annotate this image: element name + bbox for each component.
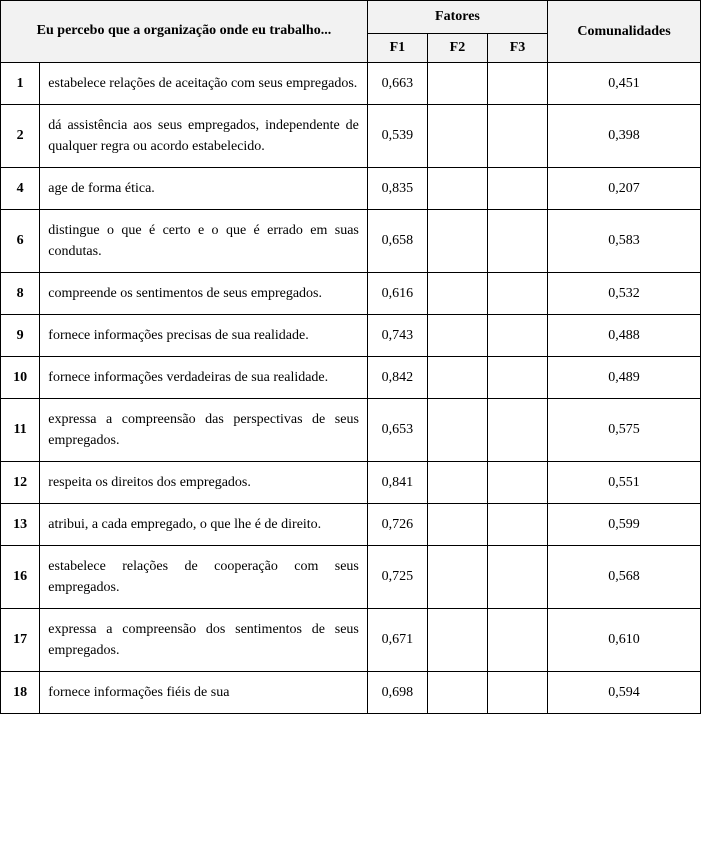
row-number: 17 [1, 609, 40, 672]
row-f2 [427, 546, 487, 609]
table-row: 12 respeita os direitos dos empregados. … [1, 462, 701, 504]
row-f1: 0,743 [367, 315, 427, 357]
row-f3 [487, 609, 547, 672]
row-f1: 0,663 [367, 63, 427, 105]
row-communality: 0,583 [548, 210, 701, 273]
row-f1: 0,653 [367, 399, 427, 462]
row-item: dá assistência aos seus empregados, inde… [40, 105, 368, 168]
table-row: 4 age de forma ética. 0,835 0,207 [1, 168, 701, 210]
row-item: expressa a compreensão dos sentimentos d… [40, 609, 368, 672]
header-f3: F3 [487, 34, 547, 63]
row-communality: 0,551 [548, 462, 701, 504]
row-number: 6 [1, 210, 40, 273]
row-number: 1 [1, 63, 40, 105]
header-stem: Eu percebo que a organização onde eu tra… [1, 1, 368, 63]
table-row: 1 estabelece relações de aceitação com s… [1, 63, 701, 105]
factor-loadings-table: Eu percebo que a organização onde eu tra… [0, 0, 701, 714]
row-item: atribui, a cada empregado, o que lhe é d… [40, 504, 368, 546]
row-item: estabelece relações de aceitação com seu… [40, 63, 368, 105]
table-row: 9 fornece informações precisas de sua re… [1, 315, 701, 357]
row-f3 [487, 168, 547, 210]
row-f1: 0,841 [367, 462, 427, 504]
table-row: 8 compreende os sentimentos de seus empr… [1, 273, 701, 315]
row-f2 [427, 672, 487, 714]
row-f3 [487, 357, 547, 399]
row-number: 11 [1, 399, 40, 462]
row-communality: 0,207 [548, 168, 701, 210]
row-item: distingue o que é certo e o que é errado… [40, 210, 368, 273]
row-item: expressa a compreensão das perspectivas … [40, 399, 368, 462]
row-f1: 0,835 [367, 168, 427, 210]
row-f3 [487, 399, 547, 462]
row-communality: 0,599 [548, 504, 701, 546]
row-number: 10 [1, 357, 40, 399]
table-row: 6 distingue o que é certo e o que é erra… [1, 210, 701, 273]
row-number: 2 [1, 105, 40, 168]
row-f3 [487, 210, 547, 273]
row-f3 [487, 315, 547, 357]
row-communality: 0,594 [548, 672, 701, 714]
row-f2 [427, 63, 487, 105]
row-communality: 0,398 [548, 105, 701, 168]
table-row: 16 estabelece relações de cooperação com… [1, 546, 701, 609]
row-f1: 0,658 [367, 210, 427, 273]
row-f2 [427, 315, 487, 357]
row-communality: 0,568 [548, 546, 701, 609]
row-f1: 0,539 [367, 105, 427, 168]
row-f2 [427, 105, 487, 168]
row-f1: 0,726 [367, 504, 427, 546]
row-f2 [427, 273, 487, 315]
row-number: 13 [1, 504, 40, 546]
row-communality: 0,532 [548, 273, 701, 315]
row-item: respeita os direitos dos empregados. [40, 462, 368, 504]
row-number: 8 [1, 273, 40, 315]
row-item: fornece informações verdadeiras de sua r… [40, 357, 368, 399]
table-body: 1 estabelece relações de aceitação com s… [1, 63, 701, 714]
row-f3 [487, 504, 547, 546]
row-f1: 0,842 [367, 357, 427, 399]
row-item: fornece informações precisas de sua real… [40, 315, 368, 357]
row-item: fornece informações fiéis de sua [40, 672, 368, 714]
row-item: age de forma ética. [40, 168, 368, 210]
row-f2 [427, 399, 487, 462]
row-f1: 0,671 [367, 609, 427, 672]
row-number: 4 [1, 168, 40, 210]
row-f2 [427, 609, 487, 672]
header-communalities: Comunalidades [548, 1, 701, 63]
header-f2: F2 [427, 34, 487, 63]
table-row: 18 fornece informações fiéis de sua 0,69… [1, 672, 701, 714]
row-f2 [427, 504, 487, 546]
row-item: compreende os sentimentos de seus empreg… [40, 273, 368, 315]
row-communality: 0,489 [548, 357, 701, 399]
row-communality: 0,451 [548, 63, 701, 105]
row-f1: 0,616 [367, 273, 427, 315]
row-f2 [427, 168, 487, 210]
header-factors: Fatores [367, 1, 547, 34]
row-f3 [487, 63, 547, 105]
row-f3 [487, 105, 547, 168]
row-f3 [487, 672, 547, 714]
table-row: 10 fornece informações verdadeiras de su… [1, 357, 701, 399]
row-communality: 0,488 [548, 315, 701, 357]
table-row: 11 expressa a compreensão das perspectiv… [1, 399, 701, 462]
row-number: 18 [1, 672, 40, 714]
row-f2 [427, 462, 487, 504]
row-number: 12 [1, 462, 40, 504]
row-communality: 0,610 [548, 609, 701, 672]
row-f2 [427, 210, 487, 273]
table-row: 13 atribui, a cada empregado, o que lhe … [1, 504, 701, 546]
row-f1: 0,725 [367, 546, 427, 609]
table-row: 17 expressa a compreensão dos sentimento… [1, 609, 701, 672]
row-f3 [487, 273, 547, 315]
table-row: 2 dá assistência aos seus empregados, in… [1, 105, 701, 168]
row-f2 [427, 357, 487, 399]
row-number: 9 [1, 315, 40, 357]
row-f3 [487, 462, 547, 504]
header-f1: F1 [367, 34, 427, 63]
row-f1: 0,698 [367, 672, 427, 714]
row-item: estabelece relações de cooperação com se… [40, 546, 368, 609]
row-f3 [487, 546, 547, 609]
row-number: 16 [1, 546, 40, 609]
row-communality: 0,575 [548, 399, 701, 462]
